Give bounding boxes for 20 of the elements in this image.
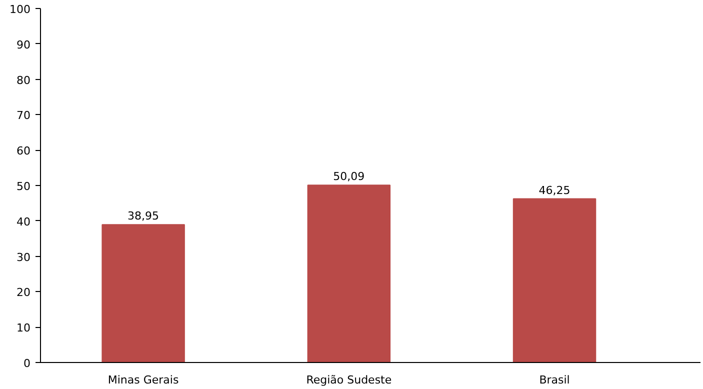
- bar: [102, 224, 185, 362]
- y-tick-label: 40: [16, 215, 31, 228]
- bar: [307, 184, 391, 362]
- y-tick-label: 70: [16, 109, 31, 122]
- y-tick-label: 60: [16, 144, 31, 158]
- y-tick-label: 80: [16, 74, 31, 87]
- x-tick-label: Brasil: [539, 374, 570, 386]
- y-tick-label: 50: [16, 180, 31, 193]
- y-tick-label: 0: [24, 357, 30, 370]
- data-label: 46,25: [538, 184, 570, 197]
- y-tick-label: 100: [10, 3, 31, 16]
- y-tick-label: 30: [16, 250, 31, 264]
- y-tick-label: 10: [16, 322, 31, 335]
- x-tick-label: Minas Gerais: [108, 374, 179, 386]
- x-tick-label: Região Sudeste: [306, 374, 392, 386]
- data-label: 38,95: [128, 210, 160, 223]
- y-tick-label: 20: [16, 286, 31, 300]
- data-label: 50,09: [333, 170, 365, 184]
- bar: [512, 198, 596, 362]
- y-tick-label: 90: [16, 38, 31, 52]
